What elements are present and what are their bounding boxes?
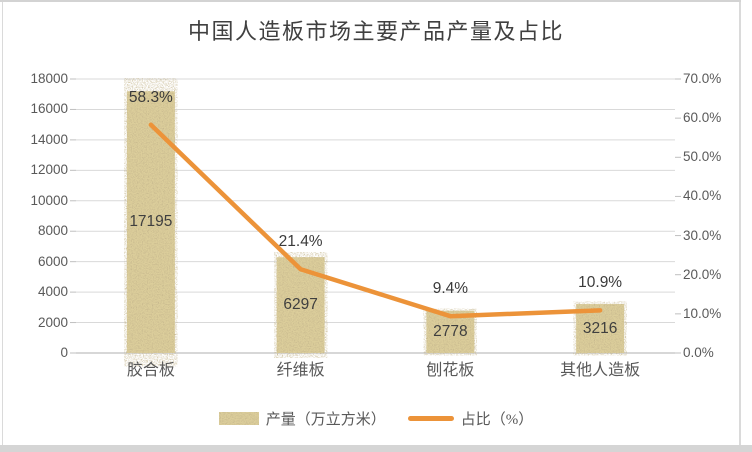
y-axis-tick-label: 2000 <box>37 314 68 330</box>
y-axis-tick-label: 10000 <box>30 192 68 208</box>
bar-texture <box>126 91 175 353</box>
percent-label: 21.4% <box>278 233 323 251</box>
bar-value-label: 6297 <box>283 296 318 314</box>
bar-value-label: 3216 <box>582 319 618 337</box>
percent-label: 10.9% <box>578 274 623 292</box>
y-axis-tick-label: 18000 <box>30 71 68 86</box>
secondary-y-axis-tick-label: 10.0% <box>683 305 722 321</box>
y-axis-tick-label: 6000 <box>37 253 68 269</box>
frame-edge-bottom <box>0 445 752 452</box>
legend-item-share: 占比（%） <box>407 408 534 429</box>
y-axis-tick-label: 8000 <box>37 223 68 239</box>
y-axis-tick-label: 16000 <box>30 101 68 117</box>
line-swatch-icon <box>407 415 454 421</box>
secondary-y-axis-tick-label: 30.0% <box>683 227 722 243</box>
secondary-y-axis-tick-label: 70.0% <box>683 71 722 86</box>
legend-label-share: 占比（%） <box>460 411 534 428</box>
category-label: 胶合板 <box>126 362 175 379</box>
chart-title: 中国人造板市场主要产品产量及占比 <box>187 19 564 44</box>
percent-label: 58.3% <box>128 88 173 106</box>
legend-label-output: 产量（万立方米） <box>265 411 386 428</box>
secondary-y-axis-tick-label: 40.0% <box>683 188 722 204</box>
frame-edge-left <box>2 2 3 445</box>
secondary-y-axis-tick-label: 0.0% <box>683 345 714 360</box>
legend: 产量（万立方米） 占比（%） <box>0 405 752 431</box>
secondary-y-axis-tick-label: 50.0% <box>683 149 722 165</box>
line-series <box>148 122 603 319</box>
bar-value-label: 2778 <box>433 322 468 340</box>
bar-swatch-icon <box>218 411 259 425</box>
category-label: 其他人造板 <box>560 362 641 379</box>
category-label: 纤维板 <box>276 362 325 379</box>
percent-label: 9.4% <box>432 280 469 298</box>
gridlines <box>70 78 681 354</box>
frame-edge-top <box>0 0 741 2</box>
secondary-y-axis-tick-label: 60.0% <box>683 110 722 126</box>
trend-line <box>148 122 603 319</box>
y-axis-tick-label: 0 <box>60 345 68 360</box>
y-axis-tick-label: 14000 <box>30 131 68 147</box>
secondary-y-axis-tick-label: 20.0% <box>683 266 722 282</box>
frame-edge-right <box>739 2 741 445</box>
y-axis-tick-label: 12000 <box>30 162 68 178</box>
category-label: 刨花板 <box>426 362 475 379</box>
legend-item-output: 产量（万立方米） <box>218 408 386 429</box>
bar-value-label: 17195 <box>129 213 173 231</box>
y-axis-tick-label: 4000 <box>37 284 68 300</box>
